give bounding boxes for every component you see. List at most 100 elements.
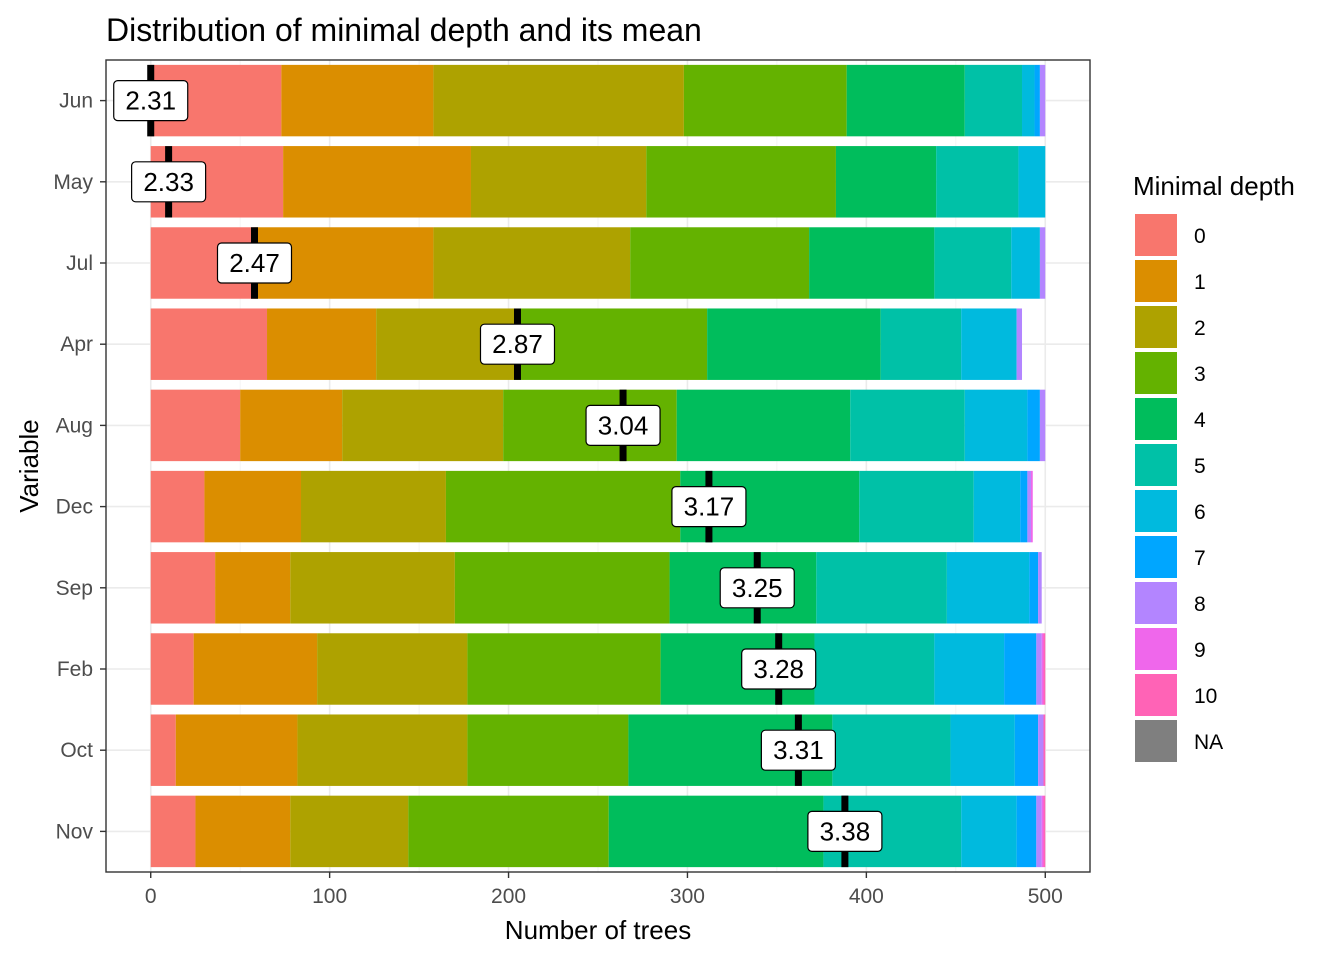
bar-segment xyxy=(150,714,176,786)
bar-segment xyxy=(950,714,1015,786)
bar-segment xyxy=(408,795,609,868)
bar-segment xyxy=(646,146,836,218)
bar-segment xyxy=(317,633,468,705)
mean-label: 2.33 xyxy=(143,167,194,197)
x-tick-label: 100 xyxy=(312,885,347,908)
bar-segment xyxy=(973,470,1021,543)
y-tick-label: Aug xyxy=(56,414,93,437)
bar-segment xyxy=(204,470,302,543)
bar-segment xyxy=(964,64,1023,137)
bar-segment xyxy=(814,633,935,705)
bar-segment xyxy=(961,308,1017,380)
bar-segment xyxy=(342,389,504,462)
bar-segment xyxy=(1041,633,1044,705)
bar-segment xyxy=(1039,227,1046,299)
bar-segment xyxy=(1016,308,1023,380)
legend-key xyxy=(1135,352,1177,394)
mean-label: 3.38 xyxy=(820,816,871,846)
bar-segment xyxy=(470,146,647,218)
bar-segment xyxy=(1027,389,1040,462)
legend-key xyxy=(1135,260,1177,302)
mean-label-box xyxy=(113,79,189,122)
bar-segment xyxy=(150,308,268,380)
mean-label-box xyxy=(719,567,795,609)
bar-segment xyxy=(467,633,661,705)
bar-segment xyxy=(195,795,291,868)
bar-segment xyxy=(150,633,194,705)
legend-label: 1 xyxy=(1194,271,1206,294)
y-axis-title: Variable xyxy=(14,419,44,512)
bar-segment xyxy=(630,227,810,299)
bar-segment xyxy=(433,64,684,137)
x-tick-label: 0 xyxy=(145,885,157,908)
x-tick-label: 300 xyxy=(670,885,705,908)
bar-segment xyxy=(1004,633,1037,705)
bar-segment xyxy=(683,64,847,137)
bar-segment xyxy=(1030,470,1033,543)
mean-label: 3.25 xyxy=(732,573,783,603)
legend-label: 3 xyxy=(1194,363,1206,386)
bar-segment xyxy=(467,714,629,786)
bar-segment xyxy=(1038,714,1044,786)
legend-label: NA xyxy=(1194,731,1223,754)
bar-segment xyxy=(1043,633,1046,705)
bar-segment xyxy=(936,146,1019,218)
legend-key xyxy=(1135,398,1177,440)
mean-label: 3.28 xyxy=(753,654,804,684)
mean-label: 3.17 xyxy=(684,492,735,522)
mean-label-box xyxy=(760,729,836,771)
y-tick-label: Sep xyxy=(56,577,93,600)
bar-segment xyxy=(290,552,455,624)
bar-segment xyxy=(676,389,851,462)
legend-key xyxy=(1135,444,1177,486)
mean-label: 2.47 xyxy=(229,248,280,278)
bar-segment xyxy=(1020,470,1028,543)
x-tick-label: 500 xyxy=(1028,885,1063,908)
x-tick-label: 200 xyxy=(491,885,526,908)
bar-segment xyxy=(215,552,291,624)
bar-segment xyxy=(1043,714,1046,786)
mean-label: 3.04 xyxy=(598,410,649,440)
bar-segment xyxy=(1039,64,1046,137)
bar-segment xyxy=(150,552,216,624)
bar-segment xyxy=(1022,64,1035,137)
bar-segment xyxy=(1016,795,1037,868)
chart-title: Distribution of minimal depth and its me… xyxy=(106,12,702,48)
legend-label: 7 xyxy=(1194,547,1206,570)
bar-segment xyxy=(850,389,965,462)
bar-segment xyxy=(946,552,1030,624)
bar-segment xyxy=(240,389,343,462)
bar-segment xyxy=(835,146,937,218)
mean-label-box xyxy=(216,242,293,284)
bar-segment xyxy=(809,227,935,299)
bar-segment xyxy=(1036,795,1042,868)
y-tick-label: Oct xyxy=(60,739,93,762)
y-tick-label: Feb xyxy=(57,658,93,681)
bar-segment xyxy=(1029,552,1039,624)
bar-segment xyxy=(832,714,951,786)
bar-segment xyxy=(267,308,377,380)
mean-markers: 2.31 2.33 2.47 2.87 3.04 3.17 3.25 3.28 3.31 3.38 xyxy=(113,64,883,868)
legend-label: 9 xyxy=(1194,639,1206,662)
mean-label-box xyxy=(807,810,883,853)
mean-label: 2.31 xyxy=(125,86,176,116)
legend-label: 10 xyxy=(1194,685,1217,708)
bar-segment xyxy=(1043,795,1046,868)
bar-segment xyxy=(1041,795,1044,868)
bar-segment xyxy=(1038,552,1042,624)
bar-segment xyxy=(1034,64,1040,137)
bar-segment xyxy=(1027,470,1031,543)
y-axis: Jun May Jul Apr Aug Dec Sep Feb Oct Nov xyxy=(53,90,106,843)
legend-label: 8 xyxy=(1194,593,1206,616)
mean-label-box xyxy=(741,648,817,690)
bar-segment xyxy=(283,146,471,218)
legend-key xyxy=(1135,674,1177,716)
legend-key xyxy=(1135,490,1177,532)
y-tick-label: Jun xyxy=(59,90,93,113)
bar-segment xyxy=(290,795,409,868)
bar-segment xyxy=(859,470,974,543)
bar-segment xyxy=(707,308,881,380)
bar-segment xyxy=(281,64,434,137)
legend-label: 4 xyxy=(1194,409,1206,432)
y-tick-label: May xyxy=(53,171,93,194)
